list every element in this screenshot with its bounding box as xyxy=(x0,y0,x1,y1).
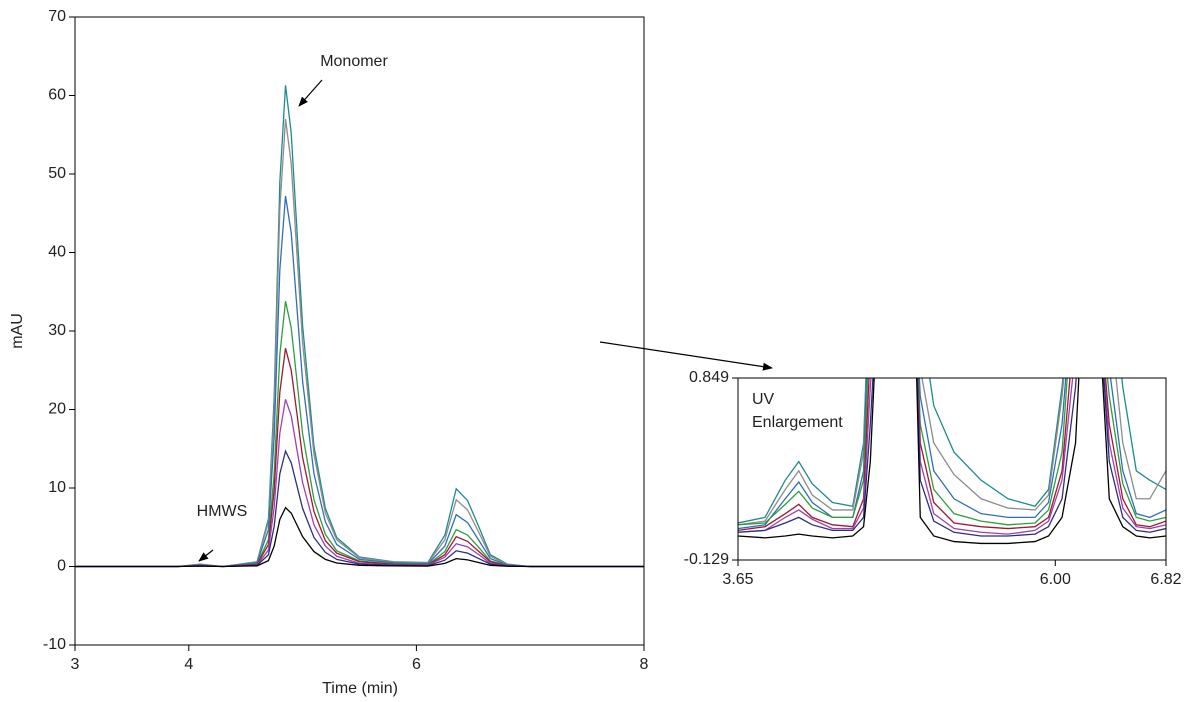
x-tick-label: 8 xyxy=(640,656,649,673)
series-line xyxy=(738,378,1166,526)
annotation-arrow xyxy=(298,79,323,107)
series-line xyxy=(738,378,1166,532)
y-axis-label: mAU xyxy=(9,313,26,349)
series-line xyxy=(738,378,1166,526)
series-line xyxy=(75,506,644,568)
y-tick-label: 0.849 xyxy=(689,369,729,386)
y-tick-label: 50 xyxy=(48,165,66,182)
y-tick-label: 60 xyxy=(48,87,66,104)
series-line xyxy=(738,378,1166,524)
series-line xyxy=(75,348,644,568)
series-line xyxy=(738,378,1166,537)
y-tick-label: 0 xyxy=(57,558,66,575)
x-axis-label: Time (min) xyxy=(322,680,398,697)
plot-area xyxy=(75,85,644,568)
y-tick-label: 10 xyxy=(48,479,66,496)
annotation: HMWS xyxy=(197,503,248,520)
series-line xyxy=(75,195,644,568)
y-tick-label: -0.129 xyxy=(684,551,729,568)
inset-title: Enlargement xyxy=(752,414,843,431)
x-tick-label: 3 xyxy=(71,656,80,673)
inset-title: UV xyxy=(752,391,775,408)
y-tick-label: 70 xyxy=(48,8,66,25)
series-line xyxy=(738,378,1166,535)
y-tick-label: -10 xyxy=(43,636,66,653)
series-line xyxy=(75,118,644,568)
annotation: Monomer xyxy=(320,53,388,70)
x-tick-label: 4 xyxy=(184,656,193,673)
x-tick-label: 6.82 xyxy=(1150,571,1181,588)
series-line xyxy=(75,399,644,568)
y-tick-label: 40 xyxy=(48,244,66,261)
y-tick-label: 30 xyxy=(48,322,66,339)
x-tick-label: 6 xyxy=(412,656,421,673)
plot-frame xyxy=(74,16,645,646)
y-tick-label: 20 xyxy=(48,401,66,418)
series-line xyxy=(75,85,644,568)
series-line xyxy=(75,449,644,568)
annotation-arrow xyxy=(198,549,214,562)
series-line xyxy=(738,378,1166,545)
series-line xyxy=(738,378,1166,530)
plot-area xyxy=(738,378,1166,545)
x-tick-label: 3.65 xyxy=(722,571,753,588)
enlargement-arrow xyxy=(599,341,773,371)
plot-frame xyxy=(737,377,1167,561)
series-line xyxy=(75,301,644,568)
x-tick-label: 6.00 xyxy=(1040,571,1071,588)
